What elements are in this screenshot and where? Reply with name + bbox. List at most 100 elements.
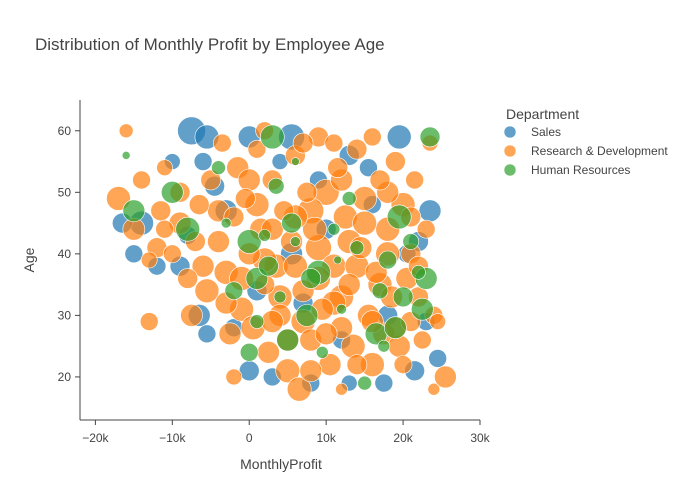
- research-development-point[interactable]: [257, 341, 280, 364]
- legend-item-human-resources[interactable]: Human Resources: [503, 163, 630, 177]
- sales-point[interactable]: [386, 124, 412, 150]
- human-resources-point[interactable]: [249, 314, 265, 329]
- research-development-point[interactable]: [286, 376, 312, 402]
- research-development-point[interactable]: [393, 355, 413, 374]
- human-resources-point[interactable]: [295, 304, 319, 327]
- research-development-point[interactable]: [346, 354, 368, 375]
- research-development-point[interactable]: [140, 251, 158, 269]
- research-development-point[interactable]: [413, 330, 432, 350]
- human-resources-point[interactable]: [384, 316, 407, 339]
- sales-point[interactable]: [193, 152, 213, 171]
- human-resources-point[interactable]: [258, 255, 279, 277]
- research-development-point[interactable]: [337, 273, 361, 296]
- research-development-point[interactable]: [150, 200, 172, 222]
- research-development-point[interactable]: [132, 170, 151, 190]
- human-resources-point[interactable]: [267, 177, 285, 195]
- research-development-point[interactable]: [302, 216, 327, 242]
- human-resources-point[interactable]: [258, 229, 271, 242]
- research-development-point[interactable]: [163, 244, 182, 264]
- sales-point[interactable]: [238, 360, 260, 382]
- human-resources-point[interactable]: [386, 204, 412, 230]
- research-development-point[interactable]: [177, 268, 198, 289]
- research-development-point[interactable]: [405, 170, 424, 190]
- human-resources-point[interactable]: [276, 328, 299, 352]
- research-development-point[interactable]: [247, 139, 267, 159]
- sales-point[interactable]: [428, 349, 447, 368]
- sales-point[interactable]: [359, 158, 378, 177]
- human-resources-point[interactable]: [349, 240, 365, 255]
- human-resources-point[interactable]: [236, 229, 262, 254]
- research-development-point[interactable]: [261, 310, 284, 333]
- human-resources-point[interactable]: [327, 222, 341, 236]
- human-resources-point[interactable]: [224, 281, 244, 301]
- research-development-point[interactable]: [235, 188, 256, 209]
- legend-label-research-development: Research & Development: [531, 144, 668, 158]
- research-development-point[interactable]: [427, 382, 441, 396]
- human-resources-point[interactable]: [402, 233, 420, 250]
- human-resources-point[interactable]: [357, 375, 372, 391]
- human-resources-point[interactable]: [300, 268, 322, 289]
- human-resources-point[interactable]: [239, 343, 259, 362]
- research-development-point[interactable]: [180, 304, 203, 327]
- human-resources-point[interactable]: [273, 290, 287, 304]
- research-development-point[interactable]: [207, 230, 230, 253]
- sales-point[interactable]: [197, 324, 217, 344]
- human-resources-point[interactable]: [371, 282, 389, 300]
- human-resources-point[interactable]: [341, 191, 357, 206]
- human-resources-point[interactable]: [411, 265, 426, 280]
- human-resources-point[interactable]: [336, 303, 347, 315]
- research-development-point[interactable]: [118, 123, 134, 139]
- human-resources-point[interactable]: [378, 250, 397, 270]
- research-development-point[interactable]: [292, 132, 314, 154]
- human-resources-point[interactable]: [419, 126, 441, 148]
- research-development-point[interactable]: [188, 194, 210, 215]
- research-development-point[interactable]: [106, 186, 131, 211]
- research-development-point[interactable]: [434, 365, 457, 389]
- human-resources-point[interactable]: [260, 124, 285, 150]
- human-resources-point[interactable]: [290, 236, 301, 247]
- human-resources-point[interactable]: [281, 212, 302, 234]
- research-development-point[interactable]: [200, 169, 222, 191]
- research-development-point[interactable]: [139, 312, 159, 331]
- research-development-point[interactable]: [156, 159, 173, 176]
- research-development-point[interactable]: [225, 368, 243, 386]
- research-development-point[interactable]: [369, 169, 391, 191]
- legend-item-sales[interactable]: Sales: [503, 125, 561, 139]
- research-development-point[interactable]: [283, 253, 308, 279]
- research-development-point[interactable]: [363, 127, 382, 147]
- research-development-point[interactable]: [335, 382, 348, 396]
- sales-point[interactable]: [124, 244, 144, 264]
- human-resources-point[interactable]: [411, 297, 434, 321]
- research-development-point[interactable]: [327, 157, 348, 178]
- human-resources-point[interactable]: [392, 286, 414, 308]
- research-development-point[interactable]: [387, 334, 411, 358]
- research-development-point[interactable]: [296, 182, 318, 203]
- research-development-point[interactable]: [346, 138, 368, 160]
- research-development-point[interactable]: [385, 151, 406, 172]
- research-development-point[interactable]: [324, 133, 344, 153]
- sales-point[interactable]: [374, 373, 394, 393]
- legend-item-research-development[interactable]: Research & Development: [503, 144, 668, 158]
- research-development-point[interactable]: [218, 322, 242, 346]
- research-development-point[interactable]: [237, 168, 261, 192]
- research-development-point[interactable]: [352, 210, 377, 236]
- human-resources-point[interactable]: [220, 217, 232, 229]
- human-resources-point[interactable]: [316, 346, 329, 359]
- research-development-point[interactable]: [155, 219, 174, 239]
- human-resources-point[interactable]: [121, 151, 131, 160]
- sales-point[interactable]: [418, 199, 442, 223]
- research-development-point[interactable]: [191, 254, 215, 278]
- human-resources-point[interactable]: [333, 255, 342, 265]
- research-development-point[interactable]: [194, 278, 220, 304]
- research-development-point[interactable]: [213, 133, 232, 153]
- human-resources-point[interactable]: [122, 199, 146, 223]
- human-resources-point[interactable]: [291, 157, 300, 166]
- research-development-point[interactable]: [429, 313, 446, 330]
- research-development-point[interactable]: [299, 359, 323, 383]
- research-development-point[interactable]: [314, 322, 338, 346]
- human-resources-point[interactable]: [377, 339, 391, 353]
- human-resources-point[interactable]: [211, 160, 226, 175]
- human-resources-point[interactable]: [161, 181, 184, 204]
- human-resources-point[interactable]: [175, 216, 200, 242]
- research-development-point[interactable]: [416, 219, 436, 239]
